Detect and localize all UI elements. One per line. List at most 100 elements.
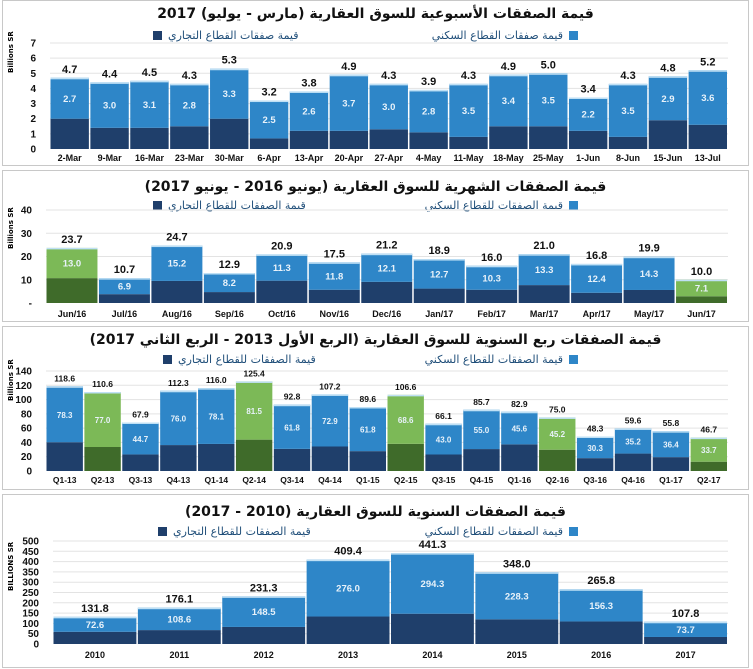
data-label-total: 18.9 bbox=[429, 245, 450, 257]
y-tick-label: 50 bbox=[28, 629, 40, 640]
data-label-residential: 108.6 bbox=[167, 614, 191, 625]
legend-swatch-commercial bbox=[158, 527, 167, 536]
bar-residential bbox=[203, 273, 255, 293]
x-tick-label: Jul/16 bbox=[112, 309, 138, 319]
data-label-total: 24.7 bbox=[166, 232, 187, 244]
x-tick-label: Q1-13 bbox=[53, 475, 77, 485]
bar-commercial bbox=[130, 127, 169, 149]
bar-top-edge bbox=[160, 390, 197, 393]
data-label-residential: 78.1 bbox=[208, 413, 224, 422]
data-label-total: 75.0 bbox=[549, 404, 566, 414]
x-tick-label: 2013 bbox=[338, 650, 358, 660]
x-tick-label: 23-Mar bbox=[175, 153, 205, 163]
bar-top-edge bbox=[130, 80, 169, 83]
data-label-total: 85.7 bbox=[473, 397, 490, 407]
data-label-total: 110.6 bbox=[92, 379, 113, 389]
data-label-residential: 294.3 bbox=[421, 579, 445, 590]
data-label-total: 92.8 bbox=[284, 392, 301, 402]
x-tick-label: 20-Apr bbox=[335, 153, 364, 163]
y-tick-label: 4 bbox=[30, 84, 36, 95]
bar-residential bbox=[289, 91, 329, 131]
x-tick-label: Oct/16 bbox=[268, 309, 296, 319]
y-tick-label: 0 bbox=[33, 640, 39, 651]
bar-residential bbox=[369, 83, 408, 130]
data-label-total: 112.3 bbox=[168, 378, 189, 388]
bar-top-edge bbox=[170, 83, 209, 86]
x-tick-label: 2016 bbox=[591, 650, 611, 660]
bar-residential bbox=[249, 100, 289, 139]
bar-commercial bbox=[84, 447, 121, 471]
data-label-residential: 61.8 bbox=[284, 423, 300, 432]
data-label-residential: 33.7 bbox=[701, 446, 717, 455]
bar-residential bbox=[361, 253, 413, 282]
x-tick-label: May/17 bbox=[634, 309, 664, 319]
bar-commercial bbox=[608, 136, 648, 149]
data-label-total: 10.0 bbox=[691, 266, 712, 278]
data-label-residential: 6.9 bbox=[118, 282, 131, 293]
bar-top-edge bbox=[369, 83, 408, 86]
bar-commercial bbox=[676, 296, 727, 303]
chart-title: قيمة الصفقات الأسبوعية للسوق العقارية (م… bbox=[157, 6, 594, 22]
bar-residential bbox=[308, 262, 360, 290]
x-tick-label: Q4-14 bbox=[318, 475, 342, 485]
legend-residential: قيمة صفقات القطاع السكني bbox=[432, 29, 578, 42]
y-tick-label: 5 bbox=[30, 69, 36, 80]
data-label-residential: 35.2 bbox=[625, 438, 641, 447]
x-tick-label: Jun/17 bbox=[687, 309, 716, 319]
y-tick-label: 150 bbox=[22, 609, 39, 620]
bar-residential bbox=[90, 82, 129, 128]
data-label-residential: 148.5 bbox=[252, 607, 276, 618]
bar-commercial bbox=[308, 289, 360, 303]
bar-residential bbox=[222, 596, 306, 627]
data-label-total: 3.9 bbox=[421, 76, 436, 88]
x-tick-label: Q2-14 bbox=[242, 475, 266, 485]
data-label-residential: 12.1 bbox=[378, 263, 397, 274]
bar-top-edge bbox=[576, 436, 614, 438]
data-label-total: 3.4 bbox=[581, 84, 597, 96]
bar-residential bbox=[463, 409, 500, 450]
data-label-residential: 72.9 bbox=[322, 417, 338, 426]
data-label-total: 4.9 bbox=[501, 61, 516, 73]
data-label-residential: 156.3 bbox=[589, 601, 613, 612]
data-label-total: 107.8 bbox=[672, 608, 700, 620]
data-label-total: 59.6 bbox=[625, 415, 642, 425]
bar-residential bbox=[449, 83, 488, 137]
bar-top-edge bbox=[644, 621, 727, 624]
y-tick-label: 120 bbox=[15, 381, 32, 392]
bar-commercial bbox=[466, 289, 518, 303]
data-label-total: 125.4 bbox=[243, 368, 265, 378]
bar-residential bbox=[122, 422, 159, 455]
bar-residential bbox=[130, 80, 169, 128]
x-tick-label: Q3-15 bbox=[432, 475, 456, 485]
data-label-total: 4.3 bbox=[381, 70, 396, 82]
x-tick-label: Q1-14 bbox=[204, 475, 228, 485]
x-tick-label: Q4-15 bbox=[470, 475, 494, 485]
y-tick-label: 20 bbox=[21, 252, 33, 263]
data-label-total: 3.2 bbox=[261, 87, 276, 99]
y-tick-label: 80 bbox=[21, 409, 33, 420]
y-tick-label: 0 bbox=[30, 145, 36, 156]
bar-commercial bbox=[210, 118, 249, 149]
legend-label: قيمة الصفقات للقطاع التجاري bbox=[178, 353, 316, 366]
data-label-residential: 3.4 bbox=[502, 96, 516, 107]
legend-residential: قيمة الصفقات للقطاع السكني bbox=[425, 353, 578, 366]
bar-top-edge bbox=[571, 263, 623, 266]
y-tick-label: 2 bbox=[30, 114, 36, 125]
data-label-residential: 45.6 bbox=[512, 425, 528, 434]
bar-commercial bbox=[688, 124, 727, 149]
x-tick-label: Q4-16 bbox=[621, 475, 645, 485]
bar-commercial bbox=[249, 138, 289, 149]
bar-residential bbox=[387, 394, 424, 444]
y-tick-label: 20 bbox=[21, 452, 33, 463]
data-label-total: 4.9 bbox=[341, 61, 356, 73]
bar-top-edge bbox=[249, 100, 289, 103]
legend-swatch-commercial bbox=[153, 201, 162, 210]
bar-residential bbox=[571, 263, 623, 293]
bar-top-edge bbox=[518, 254, 570, 256]
bar-commercial bbox=[50, 118, 89, 149]
bar-top-edge bbox=[46, 386, 83, 388]
data-label-residential: 2.9 bbox=[661, 94, 674, 105]
chart-plot: 0 20 40 60 80 100 120 140 118.6 78.3 Q1-13 110.6 77.… bbox=[15, 367, 728, 485]
x-tick-label: 2010 bbox=[85, 650, 105, 660]
